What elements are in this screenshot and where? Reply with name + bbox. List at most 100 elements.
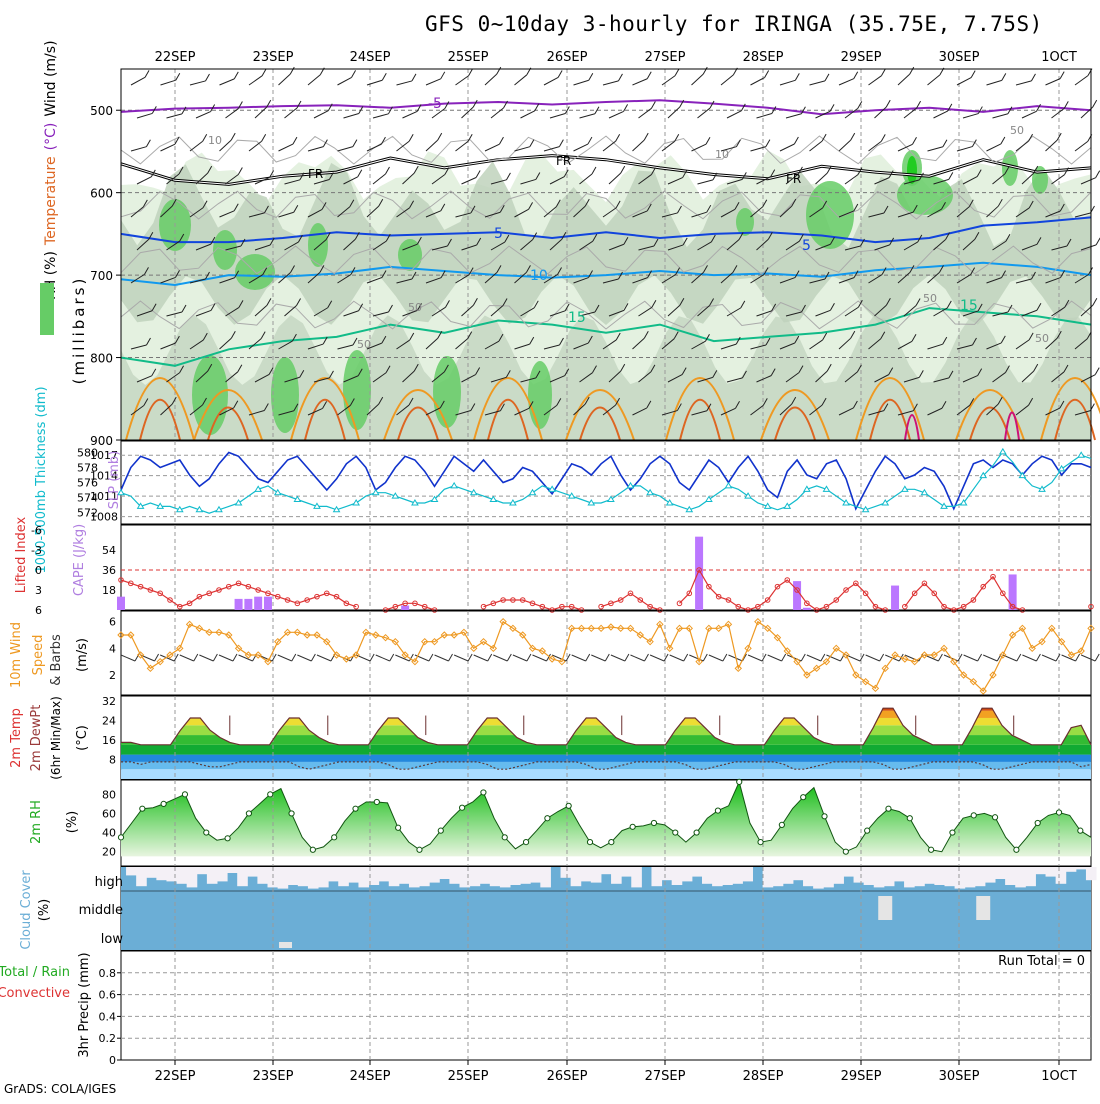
contour-label: 50 — [357, 338, 371, 351]
chart-title: GFS 0~10day 3-hourly for IRINGA (35.75E,… — [425, 12, 1043, 36]
wind-barb-flag — [411, 73, 417, 82]
rh-tick-label: 40 — [102, 827, 116, 840]
li-panel — [117, 525, 1094, 613]
wind-barb-flag — [644, 653, 649, 662]
wind-barb — [166, 372, 180, 383]
wind-barb-flag — [171, 198, 177, 207]
wind-barb — [248, 75, 263, 86]
wind-barb-flag — [472, 298, 478, 306]
li-marker — [794, 587, 800, 593]
wind-ylabel-2: Speed — [31, 635, 46, 676]
wind-barb — [1051, 306, 1066, 317]
li-marker — [637, 597, 644, 603]
wind-barb-flag — [416, 104, 422, 112]
wind-barb — [1074, 75, 1089, 86]
wind-barb — [461, 244, 477, 251]
wind-barb — [473, 654, 488, 662]
wind-barb — [375, 654, 390, 662]
wind-barb — [785, 311, 802, 317]
wind-barb-flag — [378, 396, 384, 405]
wind-barb-flag — [765, 337, 771, 346]
wind-barb-flag — [193, 653, 199, 662]
high-cloud-gap — [1085, 867, 1097, 881]
wind-barb-flag — [702, 66, 708, 75]
wind-barb-flag — [977, 303, 983, 312]
slp-marker — [548, 485, 556, 492]
rh-marker — [267, 791, 274, 798]
wind-barb — [402, 243, 418, 251]
wind-barb — [927, 208, 942, 218]
wind-barb-flag — [237, 167, 243, 175]
wind-barb-flag — [329, 370, 334, 379]
high-cloud-gap — [378, 867, 390, 882]
wind-barb — [493, 654, 508, 662]
li-marker — [323, 590, 330, 597]
rh-tick-label: 80 — [102, 788, 116, 801]
wind-barb — [933, 178, 949, 185]
cape-bar — [401, 605, 410, 610]
wind-barb-flag — [1094, 653, 1100, 662]
wind-barb — [1045, 407, 1061, 416]
wind-barb-flag — [653, 238, 659, 247]
wind-barb-flag — [857, 299, 863, 308]
wind-barb-flag — [853, 71, 859, 79]
wind-barb-flag — [977, 653, 983, 662]
top-date-label: 29SEP — [841, 50, 882, 65]
cape-tick-label: 36 — [102, 564, 116, 577]
high-cloud-gap — [408, 867, 420, 888]
wind-barb-flag — [912, 403, 918, 411]
wind-speed-marker — [910, 657, 919, 666]
wind-barb-flag — [1031, 271, 1036, 280]
wind-speed-marker — [254, 651, 262, 659]
wind-barb — [608, 370, 622, 383]
wind-barb — [543, 274, 558, 284]
wind-barb-flag — [448, 653, 453, 662]
wind-barb — [434, 654, 449, 662]
wind-barb-flag — [742, 370, 747, 379]
isotherm-arch — [665, 377, 735, 441]
wind-barb — [130, 146, 147, 152]
wind-barb-flag — [381, 136, 386, 145]
wind-barb — [927, 343, 943, 350]
wind-barb — [490, 179, 507, 185]
wind-barb-flag — [499, 136, 504, 145]
wind-barb-flag — [650, 167, 656, 175]
high-cloud-gap — [813, 867, 824, 889]
wind-barb — [933, 239, 946, 251]
rh-marker — [949, 829, 956, 836]
isotherm-line-core — [120, 155, 1092, 185]
top-date-label: 24SEP — [350, 50, 391, 65]
wind-barb — [579, 173, 593, 185]
wind-barb-flag — [439, 400, 445, 409]
slp-marker — [411, 498, 419, 506]
wind-barb-flag — [233, 71, 239, 80]
high-cloud-gap — [126, 867, 137, 876]
slp-marker — [1038, 485, 1046, 492]
contour-label: 50 — [1035, 332, 1049, 345]
wind-barb-flag — [1000, 136, 1006, 145]
wind-barb — [986, 403, 999, 416]
upper-air-panel: -5 FR FR FR 5 5 10 15 15 10 10 50 50 50 50 50 — [120, 66, 1100, 441]
wind-barb-flag — [673, 331, 679, 339]
wind-barb-flag — [650, 101, 656, 109]
high-cloud-gap — [1025, 867, 1036, 887]
wind-barb — [549, 375, 565, 383]
wind-speed-marker — [852, 671, 860, 679]
wind-speed-marker — [293, 628, 302, 637]
wind-barb — [455, 140, 469, 152]
precip-tick-label: 0.6 — [99, 989, 117, 1002]
li-marker — [686, 590, 693, 597]
wind-barb-flag — [712, 370, 718, 378]
wind-barb-flag — [262, 267, 268, 275]
wind-barb — [1051, 174, 1065, 185]
wind-barb-flag — [798, 233, 804, 242]
wind-barb-flag — [290, 265, 295, 273]
cape-bar — [891, 585, 900, 610]
wind-barb — [986, 79, 1002, 86]
rh-marker — [928, 846, 935, 853]
wind-barb-flag — [1063, 101, 1069, 109]
wind-barb — [903, 376, 920, 383]
wind-speed-marker — [675, 624, 684, 633]
temp-tick-label: 32 — [102, 695, 116, 708]
high-cloud-gap — [227, 867, 238, 873]
